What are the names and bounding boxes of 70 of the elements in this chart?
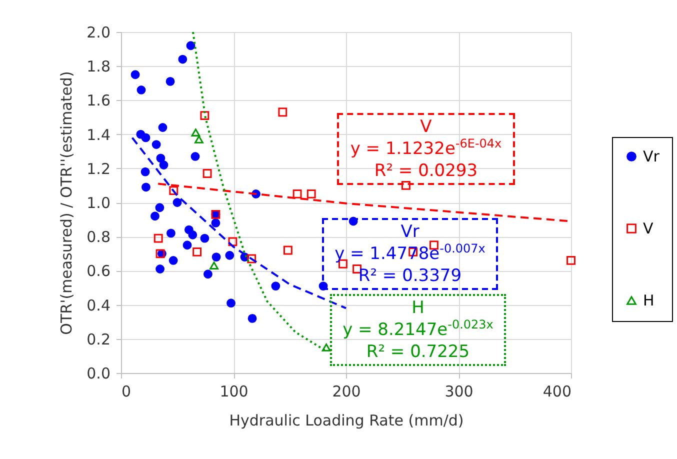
x-tick-label: 100 <box>220 382 248 400</box>
legend-label: V <box>643 220 654 238</box>
point <box>136 86 146 94</box>
y-axis-title: OTR'(measured) / OTR''(estimated) <box>58 71 76 335</box>
point <box>200 111 210 120</box>
point <box>271 282 280 290</box>
x-tick-label: 0 <box>122 382 132 400</box>
point <box>192 247 202 256</box>
point <box>172 198 182 207</box>
point <box>178 54 188 64</box>
point <box>228 237 238 246</box>
point <box>283 246 292 255</box>
annotation: Vr y = 1.4778e$^{-0.007x}$ R² = 0.3379 <box>322 218 498 290</box>
y-tick-label: 1.0 <box>86 194 110 212</box>
point <box>191 128 200 137</box>
legend-label: Vr <box>643 148 660 166</box>
point <box>186 41 196 50</box>
point <box>566 256 576 265</box>
y-tick-label: 1.4 <box>86 126 110 144</box>
point <box>306 190 316 198</box>
y-tick-label: 1.6 <box>86 92 110 110</box>
point <box>166 76 175 86</box>
point <box>247 254 256 264</box>
point <box>142 182 150 192</box>
point <box>130 70 140 80</box>
y-tick-label: 0.0 <box>86 364 110 382</box>
point <box>141 133 150 142</box>
point <box>212 252 221 262</box>
point <box>166 228 176 238</box>
y-tick-label: 2.0 <box>86 24 110 42</box>
y-tick-label: 1.2 <box>86 160 110 178</box>
point <box>211 218 220 228</box>
point <box>156 264 164 274</box>
point <box>200 234 210 243</box>
point <box>225 250 234 260</box>
x-tick-label: 200 <box>332 382 361 400</box>
point <box>202 169 212 178</box>
x-tick-label: 400 <box>542 382 572 400</box>
point <box>140 167 150 176</box>
y-tick-label: 0.6 <box>86 262 110 280</box>
point <box>156 154 166 163</box>
legend-label: H <box>643 292 654 310</box>
point <box>226 298 236 308</box>
point <box>292 190 302 198</box>
point <box>154 234 163 243</box>
y-tick-label: 0.2 <box>86 330 110 348</box>
point <box>210 262 218 270</box>
point <box>159 160 168 170</box>
point <box>322 343 331 352</box>
annotation: V y = 1.1232e$^{-6E-04x}$ R² = 0.0293 <box>337 113 515 185</box>
point <box>248 314 257 323</box>
line-series <box>131 136 347 310</box>
point <box>155 203 164 212</box>
y-tick-label: 1.8 <box>86 58 110 76</box>
point <box>190 152 200 161</box>
point <box>204 270 212 279</box>
x-axis-title: Hydraulic Loading Rate (mm/d) <box>229 412 464 430</box>
y-tick-label: 0.4 <box>86 296 110 314</box>
point <box>278 108 288 117</box>
y-tick-label: 0.8 <box>86 228 110 246</box>
point <box>150 212 160 221</box>
point <box>158 123 168 132</box>
point <box>402 180 410 190</box>
point <box>182 240 192 250</box>
point <box>168 256 178 265</box>
point <box>169 186 178 196</box>
annotation: H y = 8.2147e$^{-0.023x}$ R² = 0.7225 <box>330 294 506 366</box>
x-tick-label: 300 <box>444 382 474 400</box>
point <box>152 140 161 149</box>
point <box>188 230 198 240</box>
